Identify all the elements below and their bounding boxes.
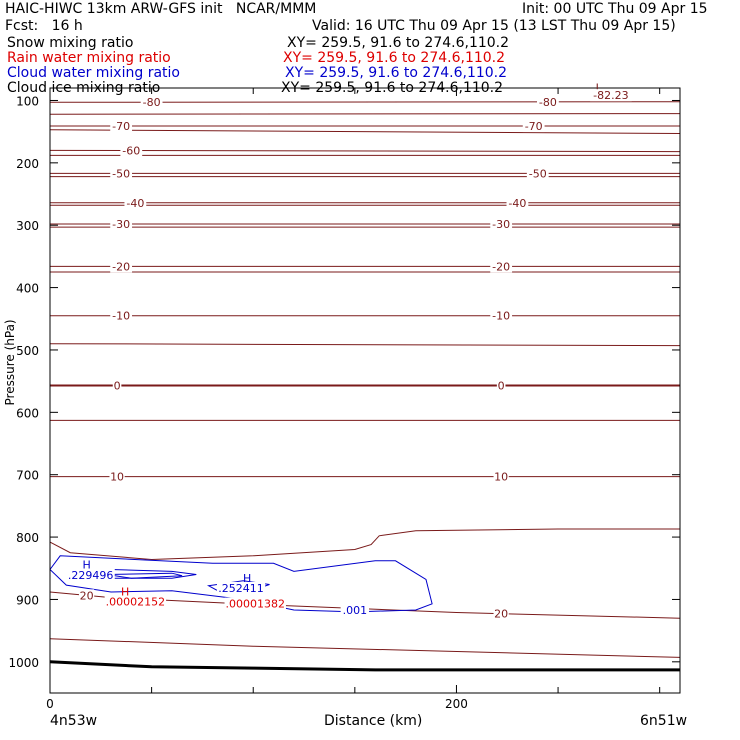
isotherm-label-m20-bg xyxy=(490,260,513,273)
rain-water-max-value: .00001382 xyxy=(226,598,286,611)
legend-rain-xy: XY= 259.5, 91.6 to 274.6,110.2 xyxy=(283,50,506,66)
isotherm-label-m30: -30 xyxy=(492,218,510,231)
isotherm-label-0-bg xyxy=(112,379,122,392)
cloud-water-max-value-bg xyxy=(216,581,266,594)
y-tick-label: 800 xyxy=(16,531,39,545)
temperature-min-value-bg xyxy=(590,89,632,102)
legend-cloud-water-xy: XY= 259.5, 91.6 to 274.6,110.2 xyxy=(285,65,508,81)
x-start-location: 4n53w xyxy=(50,713,98,729)
isotherm-label-20-bg xyxy=(78,589,95,602)
surface-pressure-line xyxy=(49,660,680,672)
x-end-location: 6n51w xyxy=(640,713,688,729)
isotherm-label-m30-bg xyxy=(490,217,513,230)
isotherm-label-m30: -30 xyxy=(112,218,130,231)
y-tick-label: 900 xyxy=(16,593,39,607)
y-tick-label: 700 xyxy=(16,469,39,483)
isotherm-label-m70: -70 xyxy=(525,120,543,133)
isotherm-label-m80-bg xyxy=(140,96,163,109)
isotherm-m75 xyxy=(49,113,681,115)
isotherm-label-m20-bg xyxy=(110,260,133,273)
cloud-water-contour xyxy=(49,555,433,613)
isotherm-label-m10-bg xyxy=(110,309,133,322)
rain-water-max-value-bg xyxy=(224,597,286,610)
rain-water-max-value-bg xyxy=(104,595,167,608)
y-tick-label: 1000 xyxy=(8,656,39,670)
isotherm-label-20: 20 xyxy=(494,608,508,621)
isotherm-m5 xyxy=(49,343,681,347)
isotherm-label-m20: -20 xyxy=(492,260,510,273)
isotherm-15 xyxy=(49,528,680,561)
isotherm-label-m50: -50 xyxy=(529,167,547,180)
isotherm-label-m20: -20 xyxy=(112,260,130,273)
isotherm-label-m50-bg xyxy=(526,167,549,180)
isotherm-label-m40: -40 xyxy=(126,197,144,210)
isotherm-label-m40: -40 xyxy=(508,197,526,210)
isotherm-25 xyxy=(49,638,681,658)
isotherm-label-m70-bg xyxy=(522,120,545,133)
isotherm-label-m60: -60 xyxy=(122,145,140,158)
cloud-water-contour-label-bg xyxy=(340,603,370,616)
isotherm-label-m80-bg xyxy=(537,95,559,108)
isotherm-label-m70: -70 xyxy=(112,120,130,133)
forecast-hour: Fcst: 16 h xyxy=(5,18,83,34)
isotherm-label-m10: -10 xyxy=(492,310,510,323)
isotherm-label-m80: -80 xyxy=(539,96,557,109)
cloud-water-max-marker: H xyxy=(243,572,251,585)
legend-cloud-water-label: Cloud water mixing ratio xyxy=(7,65,180,81)
y-tick-label: 100 xyxy=(16,94,39,108)
isotherm-label-m70-bg xyxy=(110,120,133,133)
x-tick-label: 0 xyxy=(46,697,54,711)
isotherm-label-0: 0 xyxy=(114,380,121,393)
y-axis-title: Pressure (hPa) xyxy=(3,319,17,405)
rain-water-max-marker: H xyxy=(121,586,129,599)
y-tick-label: 400 xyxy=(16,282,39,296)
isotherm-label-0: 0 xyxy=(498,380,505,393)
isotherm-label-m60-bg xyxy=(120,144,143,157)
x-tick-label: 200 xyxy=(445,697,468,711)
legend-snow-xy: XY= 259.5, 91.6 to 274.6,110.2 xyxy=(287,35,510,51)
temperature-min-value: -82.23 xyxy=(593,89,628,102)
cloud-water-max-value-bg xyxy=(66,568,115,581)
cloud-water-contour-inner-1 xyxy=(106,572,183,579)
chart-title: HAIC-HIWC 13km ARW-GFS init NCAR/MMM xyxy=(5,1,317,17)
isotherm-label-20-bg xyxy=(493,607,509,620)
y-tick-label: 600 xyxy=(16,406,39,420)
rain-water-max-value: .00002152 xyxy=(106,596,166,609)
isotherm-label-10-bg xyxy=(493,470,509,483)
legend-snow-label: Snow mixing ratio xyxy=(7,35,134,51)
y-tick-label: 200 xyxy=(16,157,39,171)
cloud-water-max-marker: H xyxy=(82,558,90,571)
temperature-min-marker: L xyxy=(596,82,603,95)
isotherm-m65 xyxy=(49,129,681,134)
valid-time: Valid: 16 UTC Thu 09 Apr 15 (13 LST Thu … xyxy=(312,18,676,34)
isotherm-label-10-bg xyxy=(109,470,125,483)
cloud-water-max-value: .252411 xyxy=(218,582,264,595)
plot-frame xyxy=(49,87,681,694)
isotherm-label-m40-bg xyxy=(124,196,147,209)
isotherm-label-0-bg xyxy=(496,379,506,392)
y-tick-label: 300 xyxy=(16,219,39,233)
cloud-water-contour-label: .001 xyxy=(343,604,368,617)
isotherm-label-m80: -80 xyxy=(143,96,161,109)
x-axis-title: Distance (km) xyxy=(324,713,423,729)
isotherm-label-m50-bg xyxy=(110,167,133,180)
isotherm-label-m10: -10 xyxy=(112,310,130,323)
cloud-water-max-value: .229496 xyxy=(68,569,114,582)
isotherm-label-10: 10 xyxy=(110,471,124,484)
init-time: Init: 00 UTC Thu 09 Apr 15 xyxy=(522,1,708,17)
y-tick-label: 500 xyxy=(16,344,39,358)
isotherm-label-m40-bg xyxy=(506,196,529,209)
isotherm-m60 xyxy=(49,149,681,153)
isotherm-label-10: 10 xyxy=(494,471,508,484)
isotherm-label-m50: -50 xyxy=(112,167,130,180)
isotherm-label-m10-bg xyxy=(490,309,513,322)
isotherm-label-20: 20 xyxy=(80,589,94,602)
legend-rain-label: Rain water mixing ratio xyxy=(7,50,171,66)
isotherm-label-m30-bg xyxy=(110,217,133,230)
